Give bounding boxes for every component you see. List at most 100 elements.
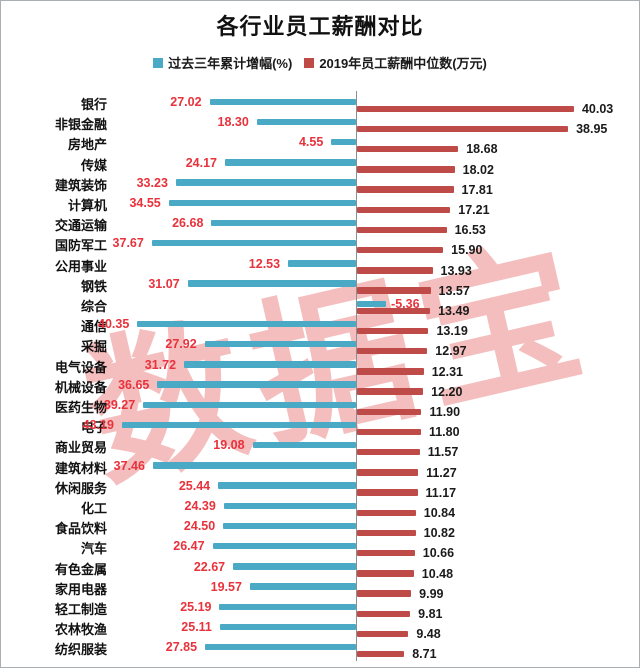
- growth-bar: [157, 381, 356, 388]
- legend-item-growth: 过去三年累计增幅(%): [153, 53, 292, 72]
- growth-bar: [152, 462, 356, 469]
- category-label: 综合: [80, 299, 107, 314]
- salary-bar: [357, 489, 418, 496]
- growth-bar: [219, 623, 356, 631]
- salary-value-label: 13.93: [440, 263, 472, 278]
- growth-bar: [121, 421, 356, 429]
- category-label: 轻工制造: [54, 602, 107, 617]
- growth-value-label: 25.11: [181, 620, 212, 635]
- salary-value-label: 17.81: [461, 182, 493, 197]
- salary-bar: [357, 327, 429, 335]
- salary-bar: [357, 368, 424, 375]
- growth-value-label: 27.92: [165, 337, 197, 352]
- growth-bar: [357, 300, 387, 307]
- salary-bar: [357, 650, 405, 658]
- growth-bar: [224, 159, 356, 166]
- chart-row: 休闲服务 25.44 11.17: [1, 479, 637, 499]
- salary-bar: [357, 145, 459, 153]
- salary-bar: [357, 428, 421, 436]
- chart-row: 化工 24.39 10.84: [1, 499, 637, 520]
- salary-value-label: 11.57: [427, 445, 459, 460]
- growth-bar: [223, 502, 356, 509]
- category-label: 交通运输: [54, 218, 107, 234]
- category-label: 有色金属: [54, 561, 107, 577]
- chart-title: 各行业员工薪酬对比: [216, 14, 424, 39]
- chart-row: 汽车 26.47 10.66: [1, 539, 637, 560]
- category-label: 农林牧渔: [54, 622, 107, 638]
- chart-row: 纺织服装 27.85 8.71: [1, 640, 637, 661]
- salary-bar: [357, 347, 428, 355]
- salary-value-label: 12.31: [431, 364, 463, 379]
- salary-bar: [357, 469, 419, 476]
- growth-value-label: 26.68: [172, 216, 204, 231]
- growth-value-label: 4.55: [298, 135, 324, 150]
- growth-bar: [288, 260, 356, 267]
- plot-area: 数据宝 银行 27.02 40.03 非银金融 18.30 38.95 房地产 4.55 18.…: [1, 91, 637, 663]
- chart-row: 轻工制造 25.19 9.81: [1, 600, 637, 621]
- growth-bar: [137, 320, 356, 328]
- salary-bar: [357, 570, 414, 577]
- salary-bar: [357, 307, 431, 314]
- salary-value-label: 10.84: [423, 506, 456, 520]
- category-label: 房地产: [67, 137, 107, 153]
- growth-value-label: 24.50: [183, 519, 216, 534]
- category-label: 医药生物: [54, 400, 107, 415]
- chart-row: 采掘 27.92 12.97: [1, 337, 637, 358]
- legend-label-salary: 2019年员工薪酬中位数(万元): [319, 56, 487, 71]
- chart-row: 电气设备 31.72 12.31: [1, 358, 637, 378]
- chart-row: 非银金融 18.30 38.95: [1, 115, 637, 137]
- category-label: 传媒: [80, 157, 107, 173]
- salary-value-label: 13.49: [438, 304, 470, 318]
- salary-bar: [357, 388, 424, 395]
- growth-value-label: 36.65: [118, 377, 150, 392]
- growth-value-label: 39.27: [103, 398, 136, 412]
- chart-row: 农林牧渔 25.11 9.48: [1, 620, 637, 642]
- growth-bar: [233, 563, 356, 570]
- salary-value-label: 18.68: [466, 142, 498, 157]
- legend-swatch-growth-icon: [153, 57, 164, 68]
- chart-row: 房地产 4.55 18.68: [1, 135, 637, 157]
- growth-value-label: 37.46: [113, 458, 145, 473]
- category-label: 电子: [80, 420, 107, 436]
- salary-value-label: 9.48: [416, 627, 441, 642]
- growth-value-label: 18.30: [217, 115, 249, 130]
- chart-row: 家用电器 19.57 9.99: [1, 580, 637, 600]
- growth-value-label: 37.67: [112, 236, 144, 251]
- salary-bar: [357, 287, 431, 294]
- category-label: 非银金融: [54, 117, 107, 133]
- salary-value-label: 17.21: [458, 203, 490, 217]
- growth-bar: [211, 219, 356, 227]
- salary-value-label: 9.99: [419, 586, 444, 601]
- bars-container: 银行 27.02 40.03 非银金融 18.30 38.95 房地产 4.55 18.68 传媒…: [1, 91, 637, 663]
- salary-value-label: 9.81: [418, 607, 443, 621]
- growth-bar: [218, 482, 356, 489]
- category-label: 家用电器: [54, 581, 107, 597]
- chart-row: 食品饮料 24.50 10.82: [1, 519, 637, 540]
- salary-value-label: 38.95: [576, 122, 608, 137]
- category-label: 食品饮料: [54, 521, 107, 537]
- salary-bar: [357, 590, 412, 597]
- growth-bar: [223, 522, 356, 530]
- growth-bar: [143, 401, 356, 408]
- chart-row: 机械设备 36.65 12.20: [1, 378, 637, 398]
- chart-row: 医药生物 39.27 11.90: [1, 398, 637, 419]
- growth-value-label: 19.08: [213, 438, 245, 453]
- salary-bar: [357, 549, 415, 557]
- growth-value-label: 25.19: [180, 600, 212, 614]
- chart-row: 银行 27.02 40.03: [1, 95, 637, 116]
- category-label: 化工: [80, 501, 107, 516]
- salary-value-label: 13.57: [438, 283, 470, 298]
- category-label: 银行: [80, 97, 107, 112]
- salary-bar: [357, 509, 416, 516]
- salary-bar: [357, 166, 455, 173]
- growth-value-label: 24.17: [185, 155, 217, 170]
- growth-value-label: -5.36: [391, 297, 420, 311]
- chart-row: 综合 -5.36 13.49: [1, 297, 637, 318]
- category-label: 电气设备: [54, 359, 107, 375]
- salary-bar: [357, 610, 411, 617]
- category-label: 休闲服务: [54, 480, 107, 496]
- chart-row: 交通运输 26.68 16.53: [1, 216, 637, 237]
- legend-label-growth: 过去三年累计增幅(%): [168, 56, 293, 71]
- growth-bar: [151, 239, 356, 247]
- salary-value-label: 11.27: [426, 465, 457, 480]
